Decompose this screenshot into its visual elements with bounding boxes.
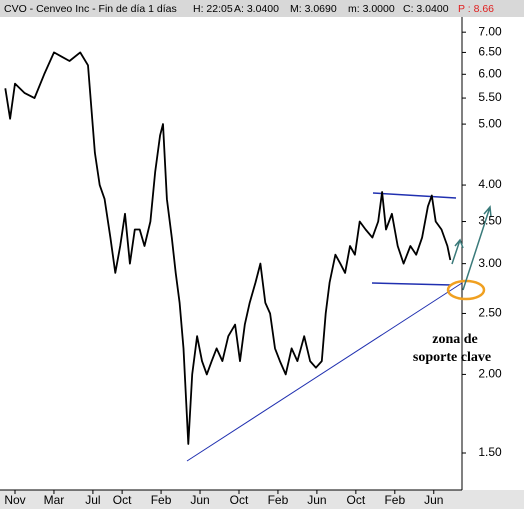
- range-bottom-line: [371, 282, 453, 286]
- y-tick-label: 3.00: [478, 256, 502, 270]
- x-tick-label: Oct: [113, 493, 132, 507]
- x-tick-label: Feb: [384, 493, 405, 507]
- y-tick-label: 5.00: [478, 116, 502, 130]
- x-axis-bar: [0, 490, 524, 509]
- price-line: [4, 51, 452, 445]
- header-text: m: 3.0000: [348, 3, 395, 15]
- projection-arrows: [451, 205, 492, 291]
- x-tick-label: Feb: [268, 493, 289, 507]
- x-tick-label: Oct: [347, 493, 366, 507]
- y-tick-label: 6.00: [478, 66, 502, 80]
- y-tick-label: 7.00: [478, 24, 502, 38]
- x-tick-label: Oct: [230, 493, 249, 507]
- annotation: zona de: [432, 332, 478, 347]
- annotation: soporte clave: [413, 350, 491, 365]
- header-text: M: 3.0690: [290, 3, 337, 15]
- header-text: A: 3.0400: [234, 3, 279, 15]
- x-tick-label: Jun: [424, 493, 443, 507]
- header-text: P : 8.66: [458, 3, 494, 15]
- x-tick-label: Mar: [44, 493, 65, 507]
- header-text: CVO - Cenveo Inc - Fin de día 1 días: [4, 3, 177, 15]
- y-tick-label: 6.50: [478, 45, 502, 59]
- x-tick-label: Jun: [190, 493, 209, 507]
- y-tick-label: 2.50: [478, 306, 502, 320]
- header-text: C: 3.0400: [403, 3, 449, 15]
- x-tick-label: Feb: [151, 493, 172, 507]
- x-tick-label: Jul: [85, 493, 100, 507]
- x-tick-label: Nov: [4, 493, 25, 507]
- resistance-line: [372, 192, 457, 199]
- header-bar: [0, 0, 524, 17]
- y-tick-label: 5.50: [478, 90, 502, 104]
- x-tick-label: Jun: [307, 493, 326, 507]
- support-trendline: [186, 282, 463, 462]
- header-text: H: 22:05: [193, 3, 233, 15]
- y-tick-label: 2.00: [478, 367, 502, 381]
- header: CVO - Cenveo Inc - Fin de día 1 días H: 2…: [4, 3, 494, 15]
- y-tick-label: 4.00: [478, 177, 502, 191]
- y-tick-label: 1.50: [478, 445, 502, 459]
- y-tick-label: 3.50: [478, 214, 502, 228]
